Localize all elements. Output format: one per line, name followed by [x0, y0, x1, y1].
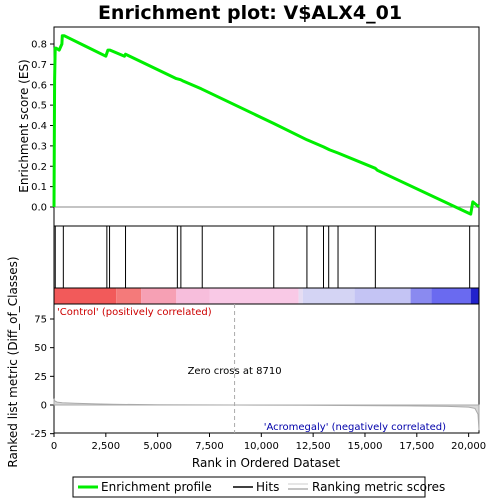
es-y-ticks: 0.0 0.1 0.2 0.3 0.4 0.5 0.6 0.7 0.8	[31, 40, 54, 214]
metric-y-ticks: 75 50 25 0 -25	[31, 315, 54, 440]
colorbar-segment	[302, 288, 355, 304]
hits-panel-frame	[53, 225, 480, 289]
metric-y-tick-label: 50	[34, 343, 47, 354]
x-tick-label: 20,000	[451, 441, 486, 452]
positive-class-label: 'Control' (positively correlated)	[57, 307, 212, 318]
metric-panel-frame	[53, 303, 480, 434]
metric-y-axis-label: Ranked list metric (Diff_of_Classes)	[6, 256, 20, 467]
hits-marks	[54, 226, 471, 288]
es-y-tick-label: 0.1	[31, 182, 47, 193]
metric-y-tick-label: 75	[34, 315, 47, 326]
es-y-tick-label: 0.5	[31, 101, 47, 112]
legend-metric-label: Ranking metric scores	[312, 480, 445, 494]
es-y-tick-label: 0.8	[31, 40, 47, 51]
chart-title: Enrichment plot: V$ALX4_01	[98, 2, 402, 24]
colorbar-segment	[470, 288, 479, 304]
colorbar-segment	[354, 288, 411, 304]
x-tick-label: 17,500	[399, 441, 434, 452]
x-tick-label: 15,000	[347, 441, 382, 452]
es-y-tick-label: 0.7	[31, 60, 47, 71]
zero-cross-label: Zero cross at 8710	[188, 366, 282, 377]
colorbar-segment	[176, 288, 210, 304]
x-tick-label: 12,500	[296, 441, 331, 452]
es-y-tick-label: 0.3	[31, 141, 47, 152]
negative-class-label: 'Acromegaly' (negatively correlated)	[264, 422, 446, 433]
colorbar-segment	[431, 288, 471, 304]
colorbar-segment	[141, 288, 177, 304]
colorbar-segment	[54, 288, 117, 304]
ranking-colorbar	[54, 288, 479, 304]
colorbar-segment	[209, 288, 299, 304]
metric-y-tick-label: 25	[34, 372, 47, 383]
enrichment-panel-frame	[53, 26, 480, 227]
x-axis-label: Rank in Ordered Dataset	[192, 456, 340, 470]
es-y-axis-label: Enrichment score (ES)	[17, 59, 31, 192]
es-y-tick-label: 0.0	[31, 203, 47, 214]
colorbar-segment	[116, 288, 142, 304]
enrichment-profile-line	[52, 34, 480, 216]
es-y-tick-label: 0.2	[31, 162, 47, 173]
colorbar-segment	[298, 288, 303, 304]
x-tick-label: 0	[51, 441, 57, 452]
x-tick-label: 5,000	[143, 441, 172, 452]
x-axis-ticks: 0 2,500 5,000 7,500 10,000 12,500 15,000 17,500…	[51, 433, 486, 452]
es-y-tick-label: 0.6	[31, 80, 47, 91]
metric-y-tick-label: -25	[31, 429, 47, 440]
es-y-tick-label: 0.4	[31, 121, 47, 132]
x-tick-label: 10,000	[244, 441, 279, 452]
x-tick-label: 2,500	[92, 441, 121, 452]
metric-y-tick-label: 0	[41, 401, 47, 412]
legend-profile-label: Enrichment profile	[101, 480, 212, 494]
x-tick-label: 7,500	[195, 441, 224, 452]
colorbar-segment	[410, 288, 432, 304]
legend-hits-label: Hits	[256, 480, 279, 494]
